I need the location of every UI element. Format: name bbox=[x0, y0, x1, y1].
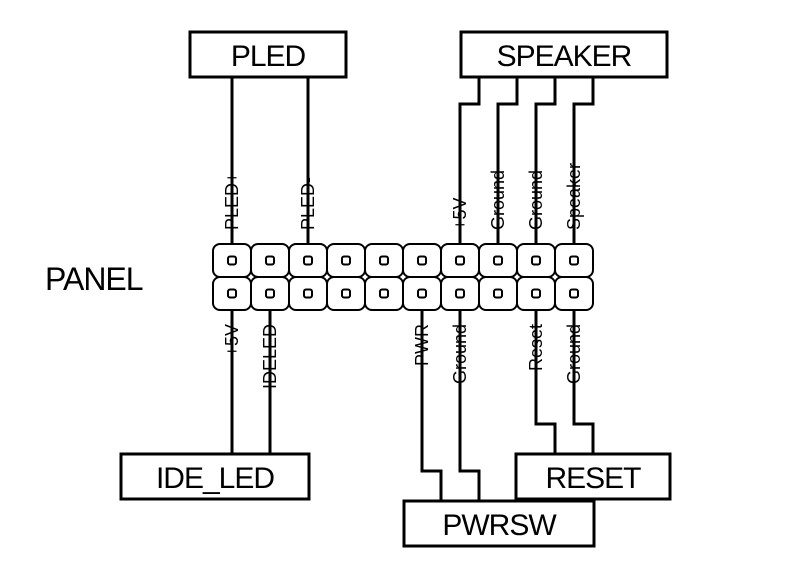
pin-dot-r2-c7 bbox=[456, 290, 464, 298]
pin-dot-r2-c8 bbox=[494, 290, 502, 298]
pin-dot-r1-c5 bbox=[380, 257, 388, 265]
pin-dot-r2-c10 bbox=[570, 290, 578, 298]
pin-dot-r1-c7 bbox=[456, 257, 464, 265]
pin-dot-r1-c1 bbox=[228, 257, 236, 265]
pin-dot-r2-c2 bbox=[266, 290, 274, 298]
connector-speaker-label: SPEAKER bbox=[497, 40, 632, 73]
panel-label: PANEL bbox=[45, 261, 143, 297]
pin-dot-r2-c4 bbox=[342, 290, 350, 298]
pinlabel-bottom-+5v: +5V bbox=[222, 324, 242, 357]
pin-dot-r1-c10 bbox=[570, 257, 578, 265]
pin-dot-r1-c4 bbox=[342, 257, 350, 265]
pin-dot-r1-c3 bbox=[304, 257, 312, 265]
pin-dot-r1-c2 bbox=[266, 257, 274, 265]
pinlabel-bottom-ground: Ground bbox=[564, 324, 584, 384]
pinlabel-bottom-ground: Ground bbox=[450, 324, 470, 384]
pin-dot-r1-c6 bbox=[418, 257, 426, 265]
pinlabel-bottom-ideled: IDELED bbox=[260, 324, 280, 389]
pin-dot-r2-c5 bbox=[380, 290, 388, 298]
pinlabel-top-ground: Ground bbox=[526, 170, 546, 230]
pin-dot-r2-c3 bbox=[304, 290, 312, 298]
pinlabel-bottom-pwr: PWR bbox=[412, 324, 432, 366]
connector-reset-label: RESET bbox=[545, 462, 641, 495]
pin-dot-r1-c8 bbox=[494, 257, 502, 265]
pin-dot-r2-c1 bbox=[228, 290, 236, 298]
pin-dot-r2-c6 bbox=[418, 290, 426, 298]
pinlabel-top-pled-: PLED- bbox=[298, 177, 318, 230]
connector-ide_led-label: IDE_LED bbox=[156, 462, 274, 495]
pin-dot-r2-c9 bbox=[532, 290, 540, 298]
pinlabel-top-speaker: Speaker bbox=[564, 163, 584, 230]
pin-dot-r1-c9 bbox=[532, 257, 540, 265]
pinlabel-top-pled+: PLED+ bbox=[222, 172, 242, 230]
panel-header-diagram: PANEL PLED SPEAKER IDE_LED PWRSW RESET PLED+ PL… bbox=[0, 0, 800, 578]
connector-pled-label: PLED bbox=[231, 40, 306, 73]
connector-pwrsw-label: PWRSW bbox=[442, 509, 557, 542]
pinlabel-bottom-reset: Reset bbox=[526, 324, 546, 371]
pinlabel-top-ground: Ground bbox=[488, 170, 508, 230]
pinlabel-top-+5v: +5V bbox=[450, 197, 470, 230]
